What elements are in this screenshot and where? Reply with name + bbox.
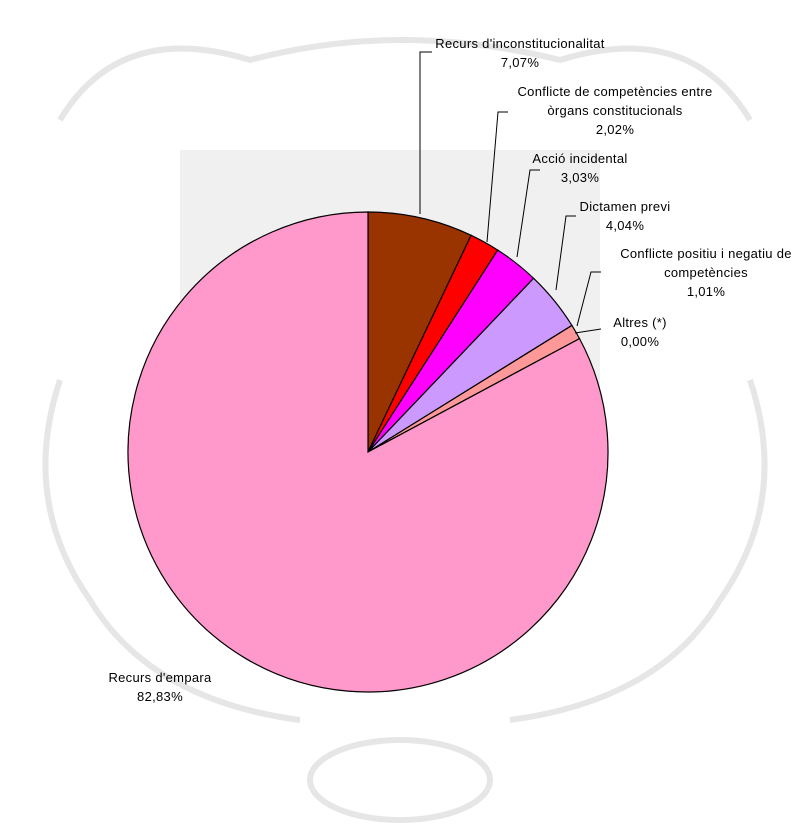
slice-label: Acció incidental [520,149,640,168]
slice-label: Conflicte de competències entre òrgans c… [505,82,725,120]
value-label: 7,07% [425,53,615,72]
slice-label: Altres (*) [590,313,690,332]
value-label: 82,83% [100,687,220,706]
slice-label: Dictamen previ [570,197,680,216]
slice-label: Conflicte positiu i negatiu de competènc… [600,244,812,282]
value-label: 4,04% [570,216,680,235]
value-label: 3,03% [520,168,640,187]
chart: Recurs d'inconstitucionalitat7,07% Confli… [0,0,812,832]
value-label: 1,01% [600,282,812,301]
slice-label: Recurs d'inconstitucionalitat [425,34,615,53]
value-label: 2,02% [505,120,725,139]
slice-label: Recurs d'empara [100,668,220,687]
value-label: 0,00% [590,332,690,351]
